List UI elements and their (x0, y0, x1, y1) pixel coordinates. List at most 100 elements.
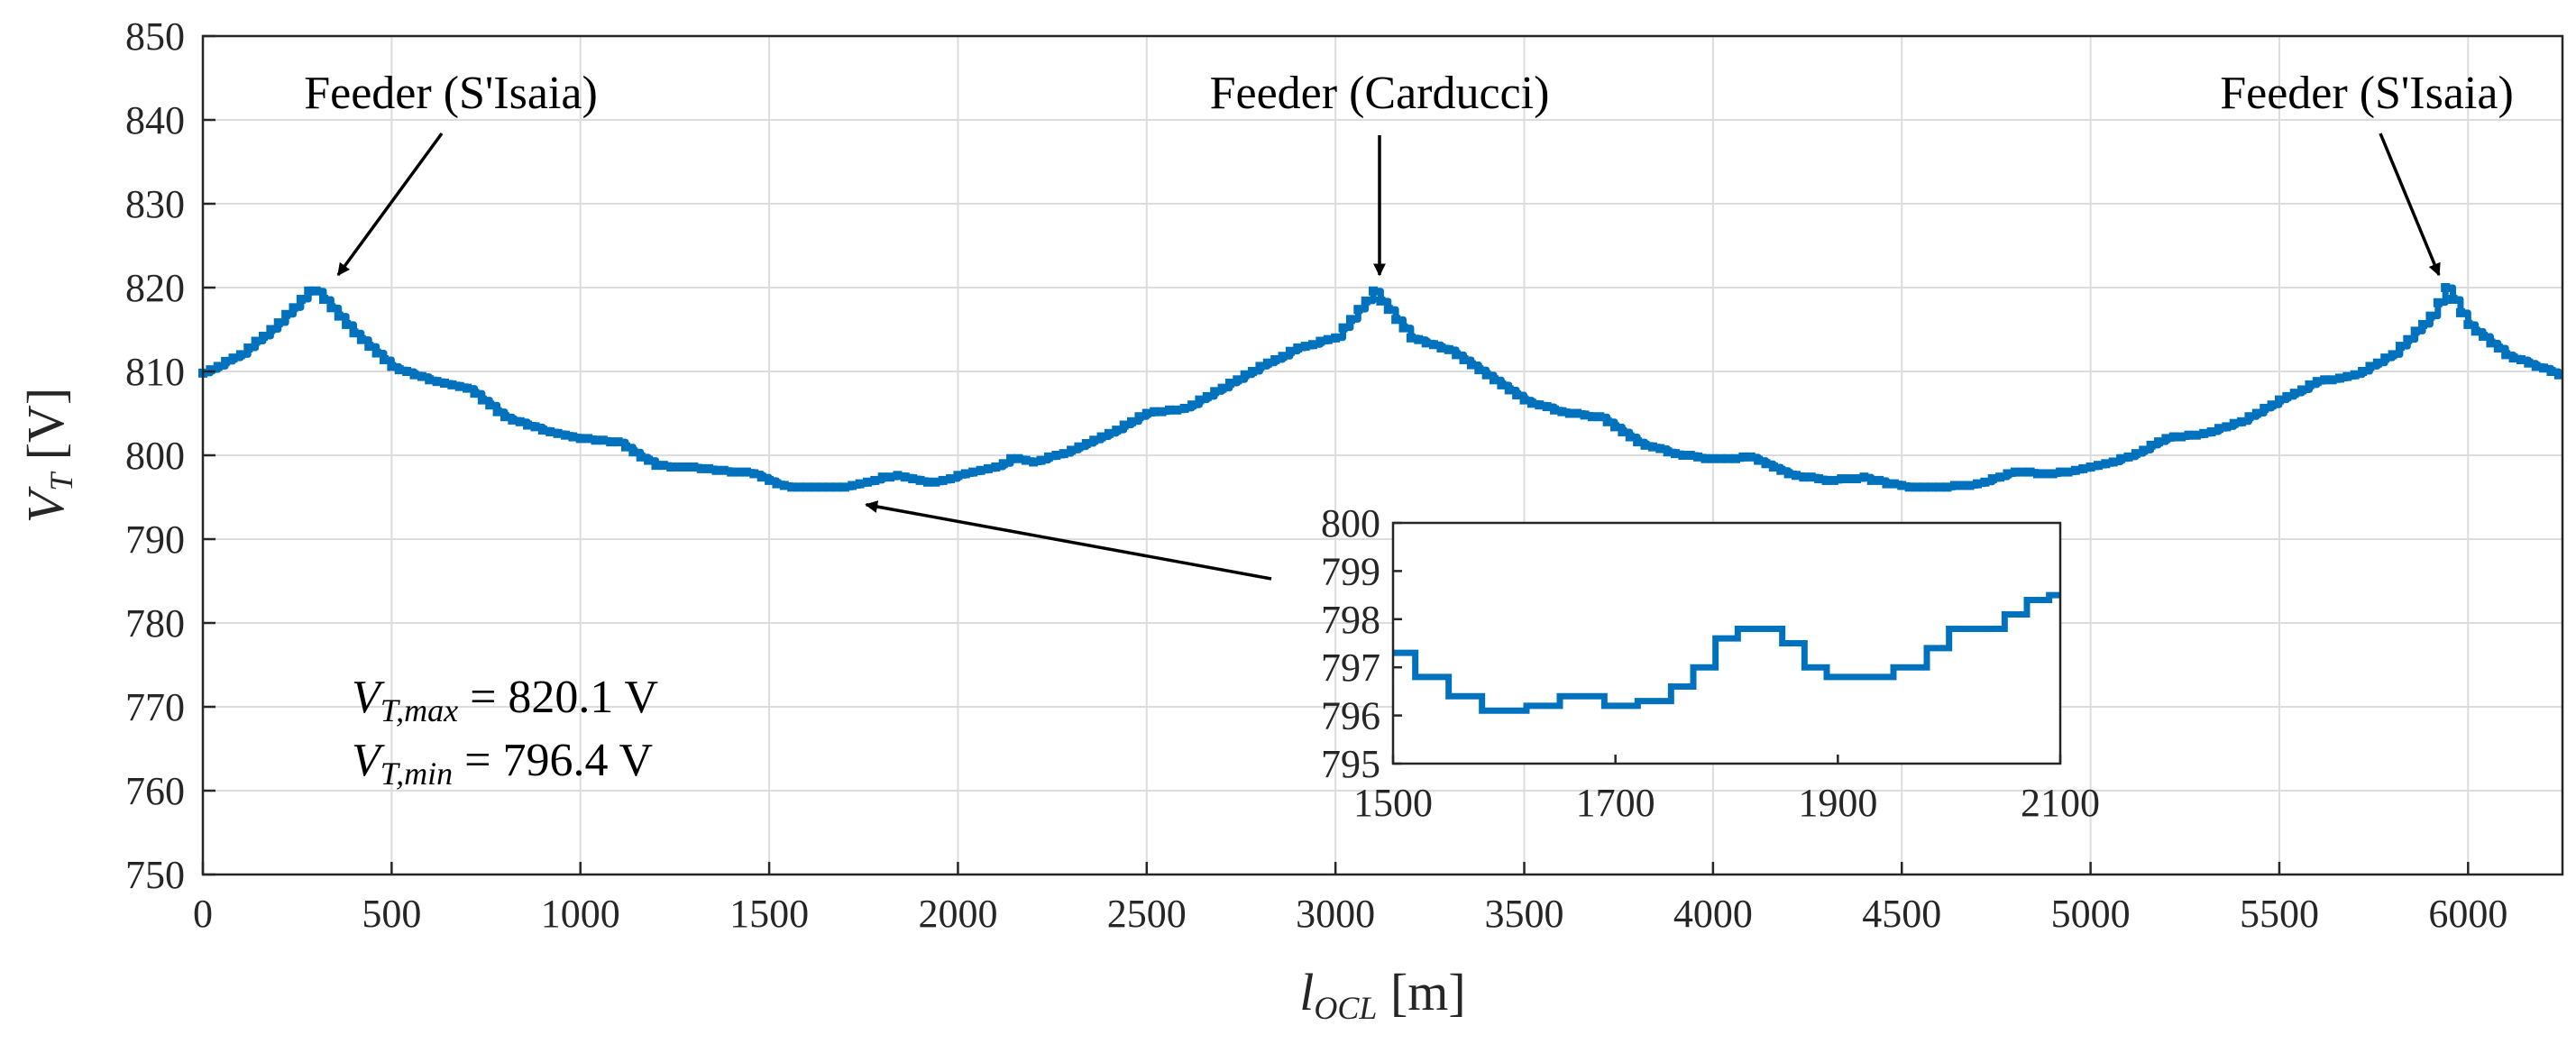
data-point (1059, 449, 1068, 459)
data-point (2199, 428, 2209, 438)
data-point (243, 343, 253, 353)
data-point (1783, 469, 1793, 479)
data-point (1633, 437, 1643, 447)
data-point (1844, 474, 1854, 484)
data-point (1383, 305, 1393, 315)
data-point (326, 303, 336, 313)
data-point (2410, 326, 2420, 336)
main-series (198, 283, 2563, 492)
data-point (741, 467, 751, 477)
data-point (1564, 408, 1574, 418)
data-point (1127, 417, 1137, 426)
y-tick-label: 750 (125, 853, 185, 897)
data-point (2116, 453, 2126, 463)
inset-y-tick-label: 796 (1321, 694, 1380, 738)
data-point (2078, 463, 2088, 473)
data-point (1957, 481, 1967, 490)
data-point (409, 370, 419, 380)
data-point (877, 472, 887, 482)
data-point (848, 481, 857, 490)
data-point (1331, 333, 1341, 343)
stat-min-label: VT,min = 796.4 V (352, 735, 653, 792)
data-point (704, 463, 714, 473)
data-point (1036, 455, 1046, 465)
data-point (1542, 402, 1552, 412)
data-point (289, 303, 298, 313)
data-point (553, 428, 563, 438)
data-point (756, 472, 766, 482)
data-point (968, 467, 978, 477)
data-point (2025, 467, 2035, 477)
annotations: Feeder (S'Isaia) Feeder (Carducci) Feeder … (304, 68, 2514, 581)
data-point (1459, 354, 1469, 364)
data-point (1987, 474, 1997, 484)
data-point (2260, 403, 2269, 413)
data-point (1369, 286, 1379, 296)
data-point (960, 469, 970, 479)
data-point (2305, 380, 2315, 389)
data-point (1074, 442, 1084, 452)
data-point (387, 362, 397, 371)
data-point (1187, 400, 1197, 410)
data-point (281, 309, 291, 319)
data-point (946, 474, 956, 484)
data-point (976, 465, 985, 475)
data-point (318, 295, 328, 305)
data-point (636, 452, 646, 462)
data-point (304, 286, 314, 296)
data-point (463, 383, 472, 393)
data-point (1504, 385, 1514, 395)
inset-x-tick-label: 2100 (2021, 781, 2100, 825)
data-point (1172, 405, 1182, 415)
data-point (938, 475, 948, 485)
inset-y-tick-label: 800 (1321, 501, 1380, 545)
data-point (508, 415, 518, 425)
main-ticks: 0 500 1000 1500 2000 2500 3000 3500 4000 4500 5000… (125, 14, 2507, 936)
data-point (477, 395, 487, 405)
data-point (2479, 331, 2489, 341)
data-point (1535, 400, 1545, 410)
y-tick-label: 780 (125, 601, 185, 646)
data-point (1338, 323, 1348, 333)
inset-x-tick-label: 1500 (1353, 781, 1433, 825)
data-point (1821, 475, 1831, 485)
data-point (1233, 375, 1242, 385)
data-point (1754, 455, 1764, 465)
data-point (296, 295, 306, 305)
data-point (1429, 340, 1439, 350)
x-tick-label: 4500 (1862, 892, 1941, 936)
data-point (2297, 385, 2307, 395)
data-point (953, 471, 963, 481)
data-point (802, 482, 811, 492)
data-point (810, 482, 820, 492)
data-point (711, 465, 721, 475)
data-point (1580, 410, 1590, 420)
data-point (1134, 412, 1144, 422)
x-tick-label: 1500 (729, 892, 809, 936)
data-point (1935, 482, 1945, 492)
data-point (1701, 453, 1710, 463)
data-point (251, 336, 261, 346)
data-point (1618, 426, 1627, 436)
data-point (1497, 380, 1507, 389)
data-point (1904, 482, 1914, 492)
data-point (1678, 451, 1688, 460)
data-point (2327, 375, 2337, 385)
data-point (2123, 452, 2133, 462)
inset-x-tick-label: 1900 (1798, 781, 1877, 825)
data-point (2320, 375, 2330, 385)
data-point (1685, 451, 1695, 460)
data-point (1875, 475, 1884, 485)
data-point (1452, 350, 1462, 360)
data-point (1316, 336, 1325, 346)
data-point (349, 328, 359, 338)
x-tick-label: 1000 (541, 892, 620, 936)
inset-y-tick-label: 795 (1321, 742, 1380, 786)
data-point (1376, 296, 1386, 306)
data-point (1738, 452, 1748, 462)
data-point (1572, 408, 1582, 418)
data-point (439, 379, 449, 389)
inset-y-tick-label: 799 (1321, 549, 1380, 593)
data-point (1104, 428, 1114, 438)
